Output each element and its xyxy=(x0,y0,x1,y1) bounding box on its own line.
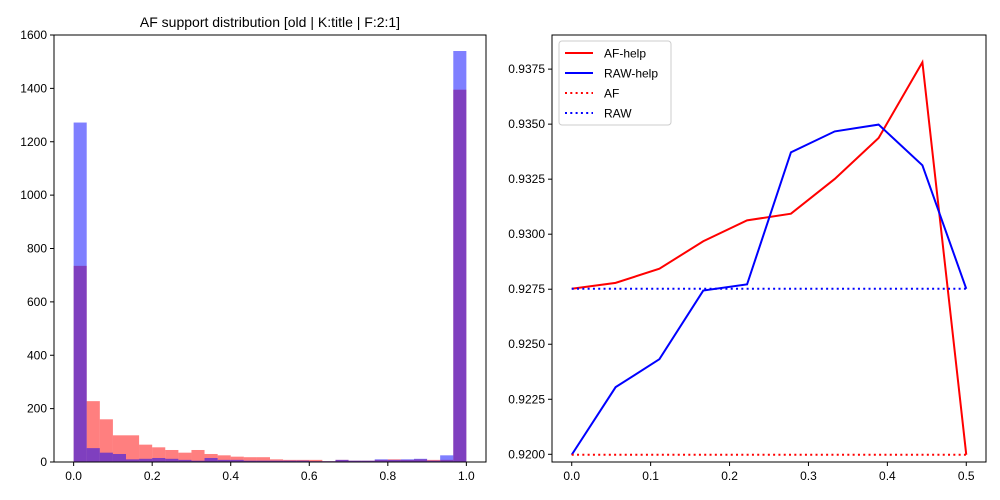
histogram-bar-series-1 xyxy=(125,459,140,462)
line-series xyxy=(570,59,968,456)
histogram-bar-series-1 xyxy=(256,460,270,462)
y-tick-label: 800 xyxy=(27,242,47,256)
y-tick-label: 600 xyxy=(27,295,47,309)
y-tick-label: 0.9225 xyxy=(508,392,545,406)
histogram-bar-series-0 xyxy=(125,435,140,462)
histogram-bar-series-0 xyxy=(256,457,270,462)
y-tick-label: 1200 xyxy=(20,135,47,149)
histogram-bar-series-1 xyxy=(387,459,401,462)
line-panel: 0.0 0.1 0.2 0.3 0.4 0.5 0.92000.92250.92500.9… xyxy=(508,34,987,483)
legend-label: AF xyxy=(604,87,619,101)
histogram-bar-series-0 xyxy=(309,459,323,462)
histogram-bar-series-0 xyxy=(217,455,231,462)
histogram-plot-frame xyxy=(53,34,487,463)
x-tick-label: 0.8 xyxy=(379,469,396,483)
histogram-bar-series-1 xyxy=(139,458,153,462)
histogram-bar-series-1 xyxy=(414,458,428,462)
x-tick-label: 0.4 xyxy=(222,469,239,483)
y-tick-label: 0.9250 xyxy=(508,337,545,351)
series-line-raw-help xyxy=(570,123,968,456)
legend-label: RAW xyxy=(604,107,632,121)
histogram-x-axis: 0.0 0.2 0.4 0.6 0.8 1.0 xyxy=(65,462,475,483)
histogram-bar-series-0 xyxy=(99,419,113,462)
histogram-bar-series-1 xyxy=(99,452,113,462)
x-tick-label: 0.0 xyxy=(65,469,82,483)
x-tick-label: 0.5 xyxy=(958,469,975,483)
histogram-bar-series-1 xyxy=(361,460,375,462)
histogram-bar-series-1 xyxy=(217,459,231,462)
histogram-title: AF support distribution [old | K:title |… xyxy=(140,14,400,30)
histogram-bar-series-0 xyxy=(139,444,153,462)
histogram-bar-series-1 xyxy=(243,460,257,462)
legend: AF-help RAW-help AF RAW xyxy=(558,40,672,126)
histogram-bar-series-0 xyxy=(191,449,205,462)
histogram-bar-series-0 xyxy=(86,401,100,462)
histogram-bar-series-1 xyxy=(178,459,192,462)
histogram-bar-series-1 xyxy=(427,460,441,462)
x-tick-label: 0.0 xyxy=(563,469,580,483)
histogram-bar-series-1 xyxy=(165,458,179,462)
y-tick-label: 0 xyxy=(40,455,47,469)
legend-label: AF-help xyxy=(604,47,646,61)
line-y-axis: 0.9200 0.9225 0.9250 0.9275 0.9300 0.9325 0.93… xyxy=(508,62,552,461)
x-tick-label: 0.4 xyxy=(879,469,896,483)
histogram-bar-series-1 xyxy=(112,453,126,462)
line-x-axis: 0.0 0.1 0.2 0.3 0.4 0.5 xyxy=(563,462,975,483)
histogram-bar-series-1 xyxy=(296,460,310,462)
y-tick-label: 0.9300 xyxy=(508,227,545,241)
histogram-bar-series-0 xyxy=(230,456,244,462)
histogram-bar-series-1 xyxy=(73,122,87,462)
histogram-bar-series-1 xyxy=(400,459,415,462)
x-tick-label: 0.2 xyxy=(144,469,161,483)
histogram-bar-series-1 xyxy=(453,51,467,462)
histogram-bar-series-1 xyxy=(204,457,218,462)
histogram-bars xyxy=(73,51,467,462)
histogram-bar-series-1 xyxy=(374,459,388,462)
x-tick-label: 0.3 xyxy=(800,469,817,483)
histogram-bar-series-1 xyxy=(230,459,244,462)
histogram-y-axis: 0 200 400 600 800 1000 1200 1400 1600 xyxy=(20,28,54,469)
x-tick-label: 0.2 xyxy=(721,469,738,483)
histogram-bar-series-1 xyxy=(348,460,362,462)
y-tick-label: 0.9325 xyxy=(508,172,545,186)
x-tick-label: 1.0 xyxy=(458,469,475,483)
y-tick-label: 1400 xyxy=(20,81,47,95)
histogram-bar-series-1 xyxy=(283,460,297,462)
histogram-bar-series-1 xyxy=(440,455,454,462)
histogram-panel: AF support distribution [old | K:title |… xyxy=(20,14,487,483)
histogram-bar-series-1 xyxy=(270,460,284,462)
legend-label: RAW-help xyxy=(604,67,658,81)
histogram-bar-series-1 xyxy=(191,460,205,462)
histogram-bar-series-1 xyxy=(152,457,166,462)
y-tick-label: 200 xyxy=(27,402,47,416)
histogram-bar-series-0 xyxy=(243,457,257,462)
y-tick-label: 0.9200 xyxy=(508,447,545,461)
x-tick-label: 0.1 xyxy=(642,469,659,483)
legend-box xyxy=(558,40,672,126)
y-tick-label: 400 xyxy=(27,348,47,362)
y-tick-label: 0.9275 xyxy=(508,282,545,296)
y-tick-label: 0.9350 xyxy=(508,117,545,131)
histogram-bar-series-0 xyxy=(178,452,192,462)
line-plot-frame xyxy=(551,34,987,463)
histogram-bar-series-1 xyxy=(86,448,100,462)
y-tick-label: 0.9375 xyxy=(508,62,545,76)
histogram-bar-series-1 xyxy=(335,459,349,462)
x-tick-label: 0.6 xyxy=(301,469,318,483)
y-tick-label: 1600 xyxy=(20,28,47,42)
y-tick-label: 1000 xyxy=(20,188,47,202)
